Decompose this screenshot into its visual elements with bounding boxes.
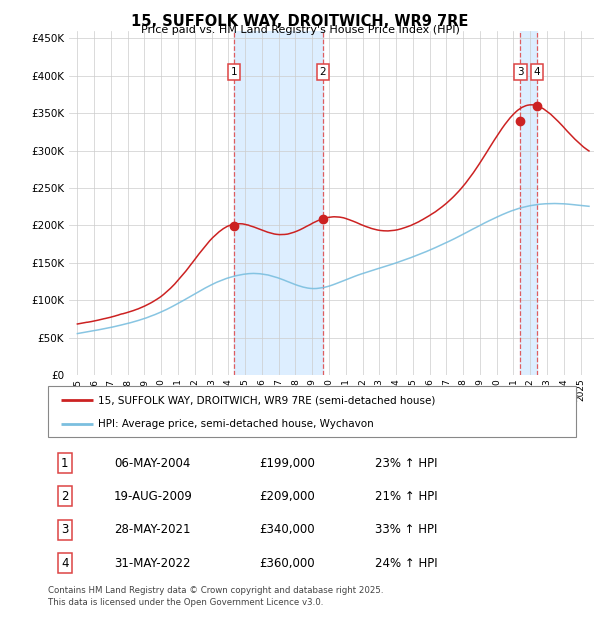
- Bar: [520, 31, 537, 375]
- Text: 21% ↑ HPI: 21% ↑ HPI: [376, 490, 438, 503]
- Text: 28-MAY-2021: 28-MAY-2021: [114, 523, 191, 536]
- FancyBboxPatch shape: [48, 386, 576, 437]
- Text: Contains HM Land Registry data © Crown copyright and database right 2025.
This d: Contains HM Land Registry data © Crown c…: [48, 586, 383, 607]
- Text: 33% ↑ HPI: 33% ↑ HPI: [376, 523, 438, 536]
- Text: 15, SUFFOLK WAY, DROITWICH, WR9 7RE (semi-detached house): 15, SUFFOLK WAY, DROITWICH, WR9 7RE (sem…: [98, 396, 436, 405]
- Text: 1: 1: [231, 68, 238, 78]
- Text: HPI: Average price, semi-detached house, Wychavon: HPI: Average price, semi-detached house,…: [98, 419, 374, 430]
- Text: £340,000: £340,000: [259, 523, 315, 536]
- Text: £360,000: £360,000: [259, 557, 315, 570]
- Text: 3: 3: [61, 523, 68, 536]
- Text: 23% ↑ HPI: 23% ↑ HPI: [376, 456, 438, 469]
- Text: Price paid vs. HM Land Registry's House Price Index (HPI): Price paid vs. HM Land Registry's House …: [140, 25, 460, 35]
- Text: 2: 2: [61, 490, 68, 503]
- Text: 15, SUFFOLK WAY, DROITWICH, WR9 7RE: 15, SUFFOLK WAY, DROITWICH, WR9 7RE: [131, 14, 469, 29]
- Text: 19-AUG-2009: 19-AUG-2009: [114, 490, 193, 503]
- Text: £199,000: £199,000: [259, 456, 315, 469]
- Text: 06-MAY-2004: 06-MAY-2004: [114, 456, 190, 469]
- Text: 31-MAY-2022: 31-MAY-2022: [114, 557, 191, 570]
- Text: 4: 4: [534, 68, 541, 78]
- Text: 4: 4: [61, 557, 68, 570]
- Text: 3: 3: [517, 68, 524, 78]
- Bar: [234, 31, 323, 375]
- Text: £209,000: £209,000: [259, 490, 315, 503]
- Text: 24% ↑ HPI: 24% ↑ HPI: [376, 557, 438, 570]
- Text: 1: 1: [61, 456, 68, 469]
- Text: 2: 2: [319, 68, 326, 78]
